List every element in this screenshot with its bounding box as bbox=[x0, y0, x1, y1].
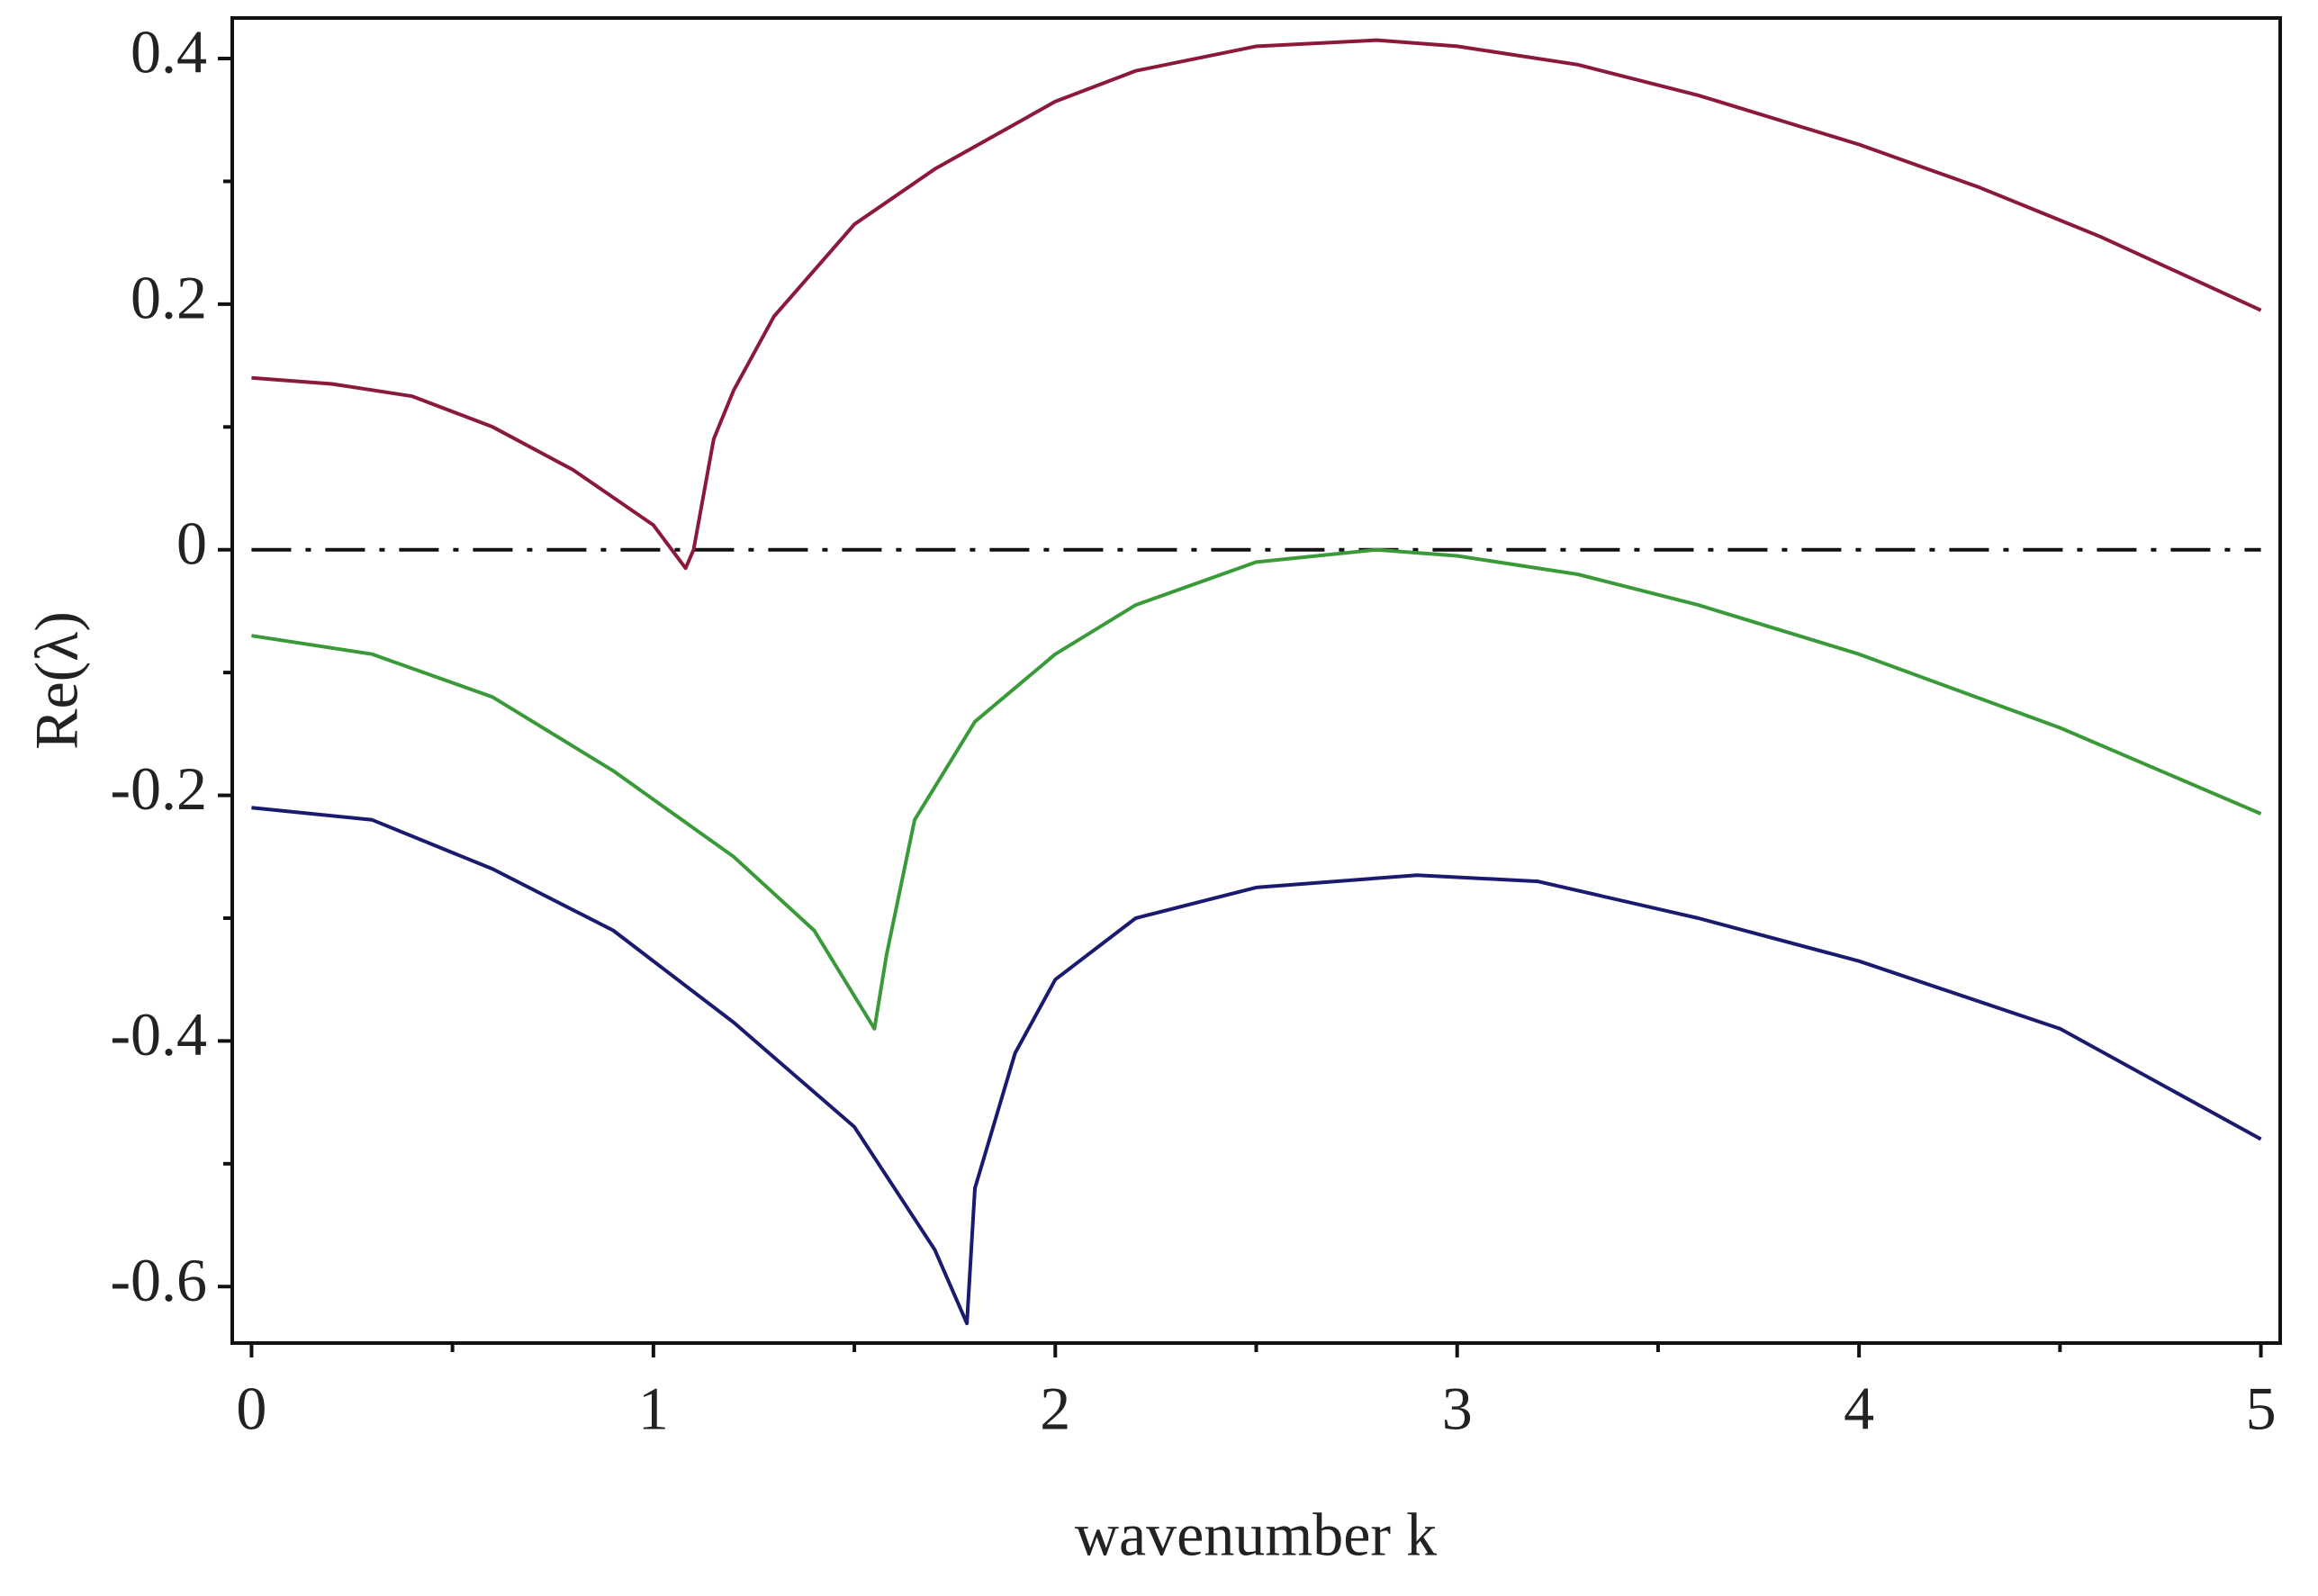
x-tick-label: 4 bbox=[1844, 1375, 1874, 1443]
y-tick-label: 0.4 bbox=[131, 18, 207, 86]
x-tick-label: 2 bbox=[1040, 1375, 1070, 1443]
series-line bbox=[251, 38, 2262, 571]
y-tick-label: -0.6 bbox=[110, 1246, 207, 1314]
series-line bbox=[251, 806, 2262, 1326]
x-axis-label: wavenumber k bbox=[1075, 1501, 1437, 1569]
y-tick-label: -0.2 bbox=[110, 754, 207, 823]
x-tick-label: 5 bbox=[2246, 1375, 2277, 1443]
y-axis-label: Re(λ) bbox=[23, 611, 91, 750]
plot-frame bbox=[230, 16, 2282, 1345]
y-tick-label: 0.2 bbox=[131, 263, 207, 331]
series-line bbox=[251, 547, 2262, 1031]
x-tick-label: 3 bbox=[1442, 1375, 1473, 1443]
y-tick-label: -0.4 bbox=[110, 1000, 207, 1069]
y-tick-label: 0 bbox=[176, 509, 207, 577]
x-tick-label: 1 bbox=[638, 1375, 669, 1443]
x-tick-label: 0 bbox=[236, 1375, 266, 1443]
